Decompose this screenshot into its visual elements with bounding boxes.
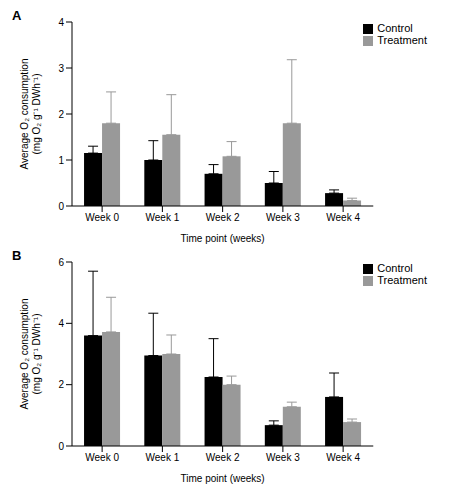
html-text:B: B <box>12 248 22 263</box>
svg-text:Average O₂ consumption(mg O₂ g: Average O₂ consumption(mg O₂ g⁻¹ DWh⁻¹) <box>19 59 42 170</box>
svg-text:Week 3: Week 3 <box>266 452 300 463</box>
svg-text:Week 4: Week 4 <box>326 452 360 463</box>
svg-text:3: 3 <box>58 63 64 74</box>
svg-text:6: 6 <box>58 257 64 268</box>
svg-text:0: 0 <box>58 441 64 452</box>
svg-text:0: 0 <box>58 201 64 212</box>
html-text:Control: Control <box>377 262 413 274</box>
svg-text:Week 0: Week 0 <box>85 452 119 463</box>
svg-text:2: 2 <box>58 109 64 120</box>
svg-text:Week 1: Week 1 <box>146 452 180 463</box>
html-text:A: A <box>12 8 22 23</box>
svg-text:Time point (weeks): Time point (weeks) <box>181 233 265 244</box>
svg-text:4: 4 <box>58 318 64 329</box>
svg-text:2: 2 <box>58 379 64 390</box>
svg-text:Week 1: Week 1 <box>146 212 180 223</box>
html-text:Treatment: Treatment <box>377 34 427 47</box>
svg-text:Average O₂ consumption(mg O₂ g: Average O₂ consumption(mg O₂ g⁻¹ DWh⁻¹) <box>19 299 42 410</box>
svg-text:Week 2: Week 2 <box>206 212 240 223</box>
svg-text:Time point (weeks): Time point (weeks) <box>181 473 265 484</box>
svg-text:4: 4 <box>58 17 64 28</box>
html-text:Treatment: Treatment <box>377 274 427 287</box>
svg-text:Week 2: Week 2 <box>206 452 240 463</box>
svg-text:Week 3: Week 3 <box>266 212 300 223</box>
svg-text:1: 1 <box>58 155 64 166</box>
svg-text:Week 4: Week 4 <box>326 212 360 223</box>
svg-text:Week 0: Week 0 <box>85 212 119 223</box>
html-text:Control: Control <box>377 22 413 34</box>
